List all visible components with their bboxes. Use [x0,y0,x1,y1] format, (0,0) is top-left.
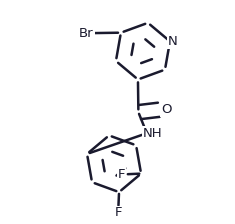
Text: N: N [168,35,177,48]
Text: O: O [161,103,172,116]
Text: NH: NH [143,127,163,140]
Text: Br: Br [79,27,94,40]
Text: F: F [118,168,125,181]
Text: F: F [115,206,122,219]
